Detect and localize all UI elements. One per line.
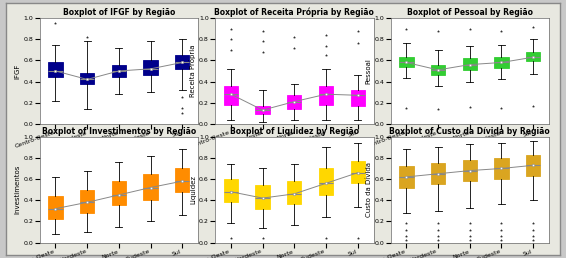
PathPatch shape (399, 166, 414, 188)
PathPatch shape (112, 64, 126, 77)
PathPatch shape (287, 95, 302, 109)
PathPatch shape (350, 161, 365, 183)
Y-axis label: Investimentos: Investimentos (15, 165, 21, 214)
PathPatch shape (80, 190, 95, 213)
PathPatch shape (175, 168, 190, 192)
PathPatch shape (224, 179, 238, 202)
PathPatch shape (431, 163, 445, 184)
Title: Boxplot of Pessoal by Região: Boxplot of Pessoal by Região (407, 8, 533, 17)
PathPatch shape (462, 160, 477, 181)
Title: Boxplot of Investimentos by Região: Boxplot of Investimentos by Região (42, 127, 196, 136)
PathPatch shape (175, 55, 190, 69)
Title: Boxplot of Liquidez by Região: Boxplot of Liquidez by Região (230, 127, 359, 136)
Y-axis label: Liquidez: Liquidez (190, 175, 196, 204)
PathPatch shape (494, 158, 509, 179)
PathPatch shape (350, 90, 365, 106)
Y-axis label: Receita Própria: Receita Própria (189, 45, 196, 97)
PathPatch shape (80, 73, 95, 84)
PathPatch shape (399, 57, 414, 67)
PathPatch shape (255, 186, 270, 209)
X-axis label: Região: Região (282, 151, 306, 157)
Y-axis label: Custo da Dívida: Custo da Dívida (366, 162, 372, 217)
Y-axis label: Pessoal: Pessoal (366, 58, 372, 84)
Title: Boxplot of IFGF by Região: Boxplot of IFGF by Região (63, 8, 175, 17)
PathPatch shape (319, 86, 333, 105)
PathPatch shape (112, 181, 126, 205)
PathPatch shape (526, 155, 541, 176)
PathPatch shape (143, 174, 158, 200)
PathPatch shape (48, 62, 63, 77)
X-axis label: Região: Região (107, 151, 131, 157)
Y-axis label: IFGF: IFGF (15, 63, 21, 79)
PathPatch shape (494, 57, 509, 68)
PathPatch shape (526, 52, 541, 61)
PathPatch shape (319, 168, 333, 195)
PathPatch shape (48, 196, 63, 219)
PathPatch shape (143, 60, 158, 75)
PathPatch shape (255, 106, 270, 114)
Title: Boxplot of Custo da Dívida by Região: Boxplot of Custo da Dívida by Região (389, 127, 550, 136)
Title: Boxplot of Receita Própria by Região: Boxplot of Receita Própria by Região (215, 8, 374, 17)
PathPatch shape (287, 181, 302, 204)
PathPatch shape (224, 86, 238, 105)
PathPatch shape (431, 64, 445, 75)
PathPatch shape (462, 58, 477, 70)
X-axis label: Região: Região (458, 151, 482, 157)
